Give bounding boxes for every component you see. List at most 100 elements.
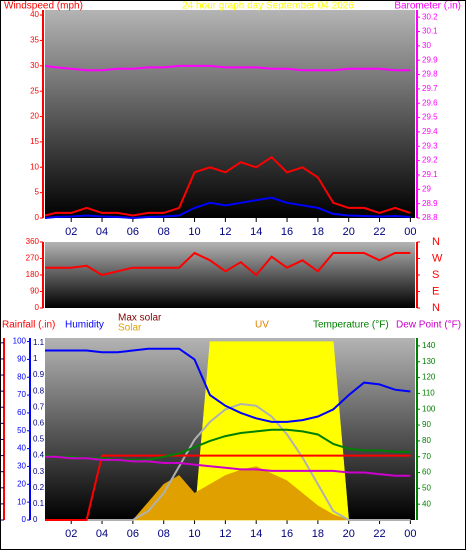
x-tick-label: 08 bbox=[158, 226, 170, 238]
y2-tick-label: 70 bbox=[422, 452, 431, 461]
y-tick-label: 20 bbox=[30, 112, 39, 121]
x-tick-label: 10 bbox=[188, 226, 200, 238]
y3-tick-label: 0.6 bbox=[33, 418, 45, 427]
x-tick-label: 06 bbox=[127, 226, 139, 238]
chart-title: 24 hour graph day September 04 2026 bbox=[182, 1, 354, 12]
y-tick-label: 35 bbox=[30, 36, 39, 45]
series-line bbox=[45, 402, 411, 521]
legend-label: Solar bbox=[118, 323, 142, 334]
y-tick-label: 0 bbox=[22, 515, 27, 524]
y2-tick-label: 29.3 bbox=[422, 141, 438, 150]
series-line bbox=[45, 454, 411, 521]
y-tick-label: 40 bbox=[30, 10, 39, 19]
legend-label: Temperature (°F) bbox=[313, 320, 389, 331]
x-tick-label: 20 bbox=[343, 226, 355, 238]
y2-tick-label: N bbox=[432, 236, 440, 248]
y3-tick-label: 0.4 bbox=[33, 451, 45, 460]
y2-tick-label: 29.2 bbox=[422, 156, 438, 165]
y2-tick-label: 140 bbox=[422, 341, 436, 350]
y-tick-label: 90 bbox=[30, 287, 39, 296]
y3-tick-label: 0.9 bbox=[33, 370, 45, 379]
y3-tick-label: 0.8 bbox=[33, 386, 45, 395]
y3-tick-label: 1.1 bbox=[33, 338, 45, 347]
y-tick-label: 10 bbox=[17, 497, 26, 506]
y2-axis-title: Barometer (.in) bbox=[394, 1, 461, 12]
legend-label: Humidity bbox=[65, 320, 104, 331]
x-tick-label: 22 bbox=[373, 528, 385, 540]
x-tick-label: 02 bbox=[65, 528, 77, 540]
y3-tick-label: 0.2 bbox=[33, 483, 45, 492]
y2-tick-label: 30 bbox=[422, 41, 431, 50]
y2-tick-label: 29.9 bbox=[422, 55, 438, 64]
x-tick-label: 14 bbox=[250, 528, 262, 540]
y-tick-label: 60 bbox=[17, 408, 26, 417]
y2-tick-label: 90 bbox=[422, 420, 431, 429]
y-tick-label: 0 bbox=[35, 303, 40, 312]
y2-tick-label: 29.8 bbox=[422, 70, 438, 79]
y-tick-label: 15 bbox=[30, 137, 39, 146]
y2-tick-label: 80 bbox=[422, 436, 431, 445]
x-tick-label: 14 bbox=[250, 226, 262, 238]
y-tick-label: 270 bbox=[26, 254, 40, 263]
x-tick-label: 22 bbox=[373, 226, 385, 238]
x-tick-label: 00 bbox=[404, 528, 416, 540]
y2-tick-label: 40 bbox=[422, 499, 431, 508]
y-tick-label: 80 bbox=[17, 372, 26, 381]
x-tick-label: 06 bbox=[127, 528, 139, 540]
x-tick-label: 12 bbox=[219, 226, 231, 238]
y3-tick-label: 1 bbox=[33, 354, 38, 363]
y-tick-label: 20 bbox=[17, 479, 26, 488]
y2-tick-label: 110 bbox=[422, 389, 435, 398]
x-tick-label: 12 bbox=[219, 528, 231, 540]
y2-tick-label: 29.4 bbox=[422, 127, 438, 136]
y-tick-label: 10 bbox=[30, 162, 39, 171]
y-axis-title: Windspeed (mph) bbox=[4, 1, 83, 12]
y-tick-label: 0 bbox=[35, 213, 40, 222]
x-tick-label: 18 bbox=[312, 226, 324, 238]
y-tick-label: 30 bbox=[17, 462, 26, 471]
y2-tick-label: 130 bbox=[422, 357, 436, 366]
x-tick-label: 04 bbox=[96, 528, 108, 540]
x-tick-label: 18 bbox=[312, 528, 324, 540]
y-tick-label: 90 bbox=[17, 355, 26, 364]
x-tick-label: 16 bbox=[281, 528, 293, 540]
y2-tick-label: E bbox=[432, 285, 439, 297]
series-line bbox=[45, 347, 411, 423]
y3-tick-label: 0.5 bbox=[33, 435, 45, 444]
x-tick-label: 04 bbox=[96, 226, 108, 238]
y2-tick-label: 100 bbox=[422, 404, 436, 413]
x-tick-label: 10 bbox=[188, 528, 200, 540]
y2-tick-label: 29.5 bbox=[422, 113, 438, 122]
series-line bbox=[44, 155, 411, 217]
x-tick-label: 00 bbox=[404, 226, 416, 238]
y3-tick-label: 0.1 bbox=[33, 499, 45, 508]
y2-tick-label: 50 bbox=[422, 483, 431, 492]
y2-tick-label: 28.8 bbox=[422, 213, 438, 222]
x-tick-label: 02 bbox=[65, 226, 77, 238]
y2-tick-label: N bbox=[432, 302, 440, 314]
y-tick-label: 5 bbox=[35, 188, 40, 197]
y2-tick-label: 29.1 bbox=[422, 170, 438, 179]
y-tick-label: 100 bbox=[13, 337, 27, 346]
x-tick-label: 20 bbox=[343, 528, 355, 540]
series-line bbox=[45, 251, 411, 277]
x-tick-label: 08 bbox=[158, 528, 170, 540]
series-line bbox=[44, 64, 411, 72]
y2-tick-label: 29.7 bbox=[422, 84, 438, 93]
y-tick-label: 30 bbox=[30, 61, 39, 70]
y-tick-label: 180 bbox=[26, 270, 40, 279]
x-tick-label: 16 bbox=[281, 226, 293, 238]
legend-label: Rainfall (.in) bbox=[2, 320, 55, 331]
plot-background bbox=[45, 10, 415, 218]
y2-tick-label: 60 bbox=[422, 468, 431, 477]
y-tick-label: 25 bbox=[30, 86, 39, 95]
series-line bbox=[44, 428, 411, 461]
y2-tick-label: S bbox=[432, 269, 439, 281]
y3-tick-label: 0 bbox=[33, 515, 38, 524]
legend-label: UV bbox=[255, 320, 269, 331]
y2-tick-label: 30.1 bbox=[422, 27, 438, 36]
series-line bbox=[44, 196, 411, 220]
y2-tick-label: W bbox=[432, 252, 443, 264]
y-tick-label: 360 bbox=[26, 237, 40, 246]
